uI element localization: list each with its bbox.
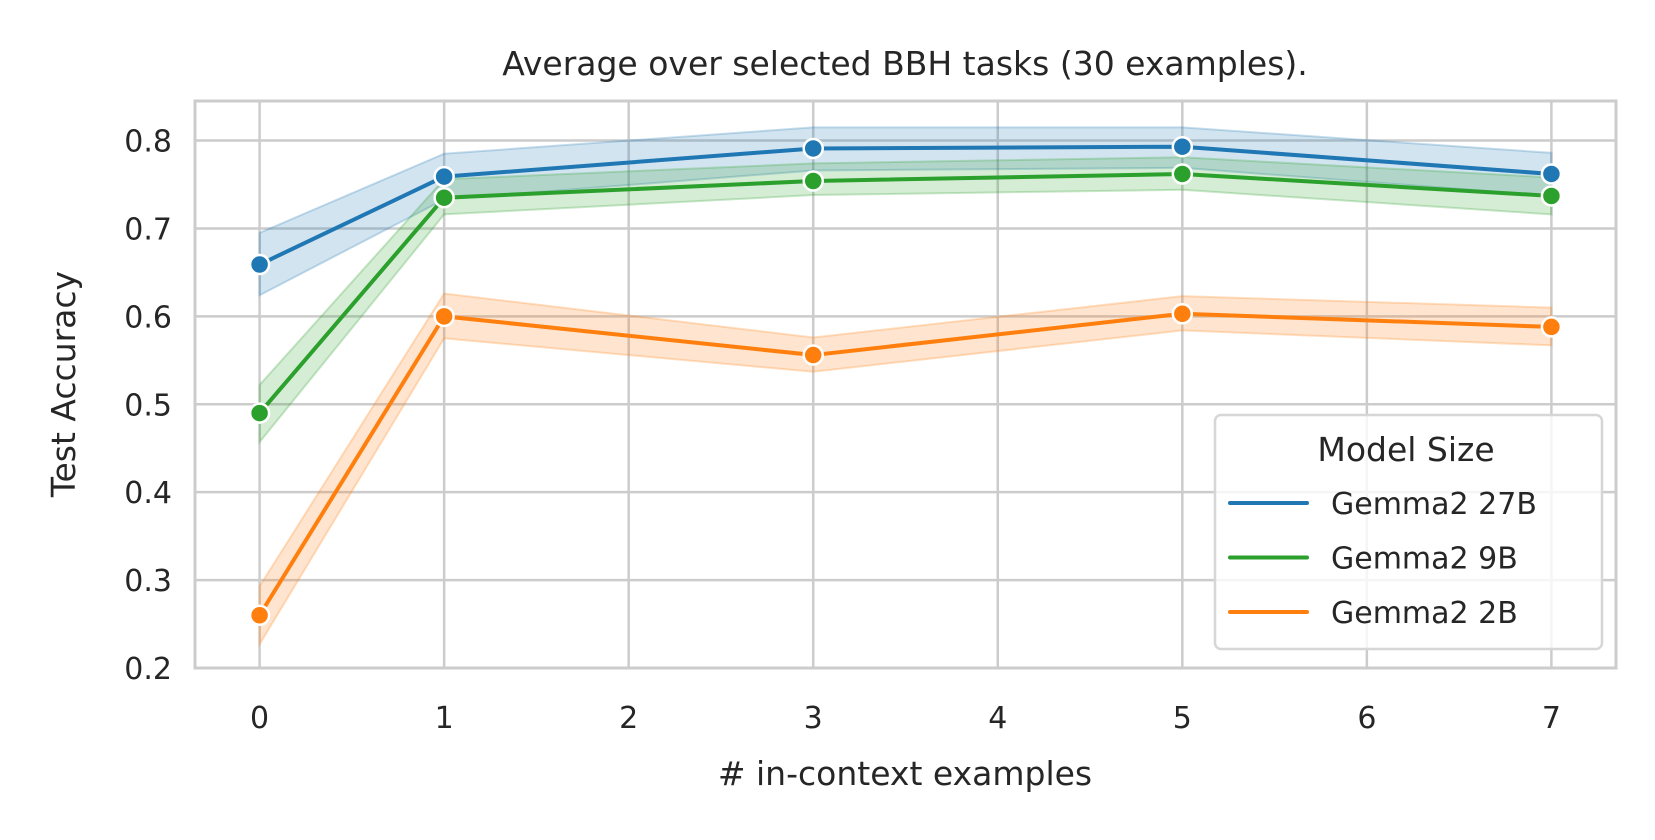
- y-tick-label: 0.8: [124, 125, 172, 160]
- x-tick-label: 0: [250, 701, 269, 736]
- legend-label: Gemma2 27B: [1331, 487, 1537, 522]
- data-point: [802, 170, 824, 192]
- y-tick-label: 0.7: [124, 212, 172, 247]
- x-tick-label: 5: [1173, 701, 1192, 736]
- legend-label: Gemma2 2B: [1331, 596, 1518, 631]
- x-tick-label: 7: [1542, 701, 1561, 736]
- x-axis-ticks: 0 1 2 3 4 5 6 7: [250, 701, 1561, 736]
- data-point: [248, 253, 271, 276]
- y-tick-label: 0.6: [124, 300, 172, 335]
- x-tick-label: 2: [619, 701, 638, 736]
- legend-items: Gemma2 27B Gemma2 9B Gemma2 2B: [1228, 487, 1537, 631]
- data-point-markers: [248, 135, 1563, 627]
- legend: Model Size Gemma2 27B Gemma2 9B Gemma2 2B: [1213, 413, 1604, 651]
- plot-frame: [193, 99, 1618, 670]
- data-point: [433, 165, 455, 188]
- confidence-band: [258, 292, 1553, 648]
- legend-label: Gemma2 9B: [1331, 542, 1518, 577]
- x-tick-label: 3: [804, 701, 823, 736]
- chart-title: Average over selected BBH tasks (30 exam…: [502, 44, 1308, 83]
- y-tick-label: 0.5: [124, 388, 172, 423]
- x-tick-label: 6: [1357, 701, 1376, 736]
- x-tick-label: 4: [988, 701, 1007, 736]
- y-tick-label: 0.2: [124, 652, 172, 687]
- legend-title: Model Size: [1317, 430, 1494, 469]
- x-axis-label: # in-context examples: [718, 754, 1092, 793]
- data-point: [1540, 163, 1563, 185]
- data-point: [433, 305, 455, 328]
- data-point: [1540, 185, 1563, 207]
- data-point: [248, 604, 271, 627]
- data-point: [802, 344, 824, 366]
- y-tick-label: 0.4: [124, 476, 172, 511]
- y-axis-label: Test Accuracy: [44, 271, 83, 498]
- data-point: [802, 137, 824, 160]
- confidence-band: [258, 156, 1553, 445]
- legend-box: [1213, 413, 1604, 651]
- data-point: [248, 402, 271, 424]
- y-tick-label: 0.3: [124, 564, 172, 599]
- data-point: [1171, 302, 1194, 325]
- x-tick-label: 1: [435, 701, 454, 736]
- y-axis-ticks: 0.2 0.3 0.4 0.5 0.6 0.7 0.8: [124, 125, 172, 687]
- data-point: [1171, 135, 1194, 158]
- data-point: [433, 186, 455, 209]
- data-point: [1171, 163, 1194, 185]
- data-point: [1540, 316, 1563, 338]
